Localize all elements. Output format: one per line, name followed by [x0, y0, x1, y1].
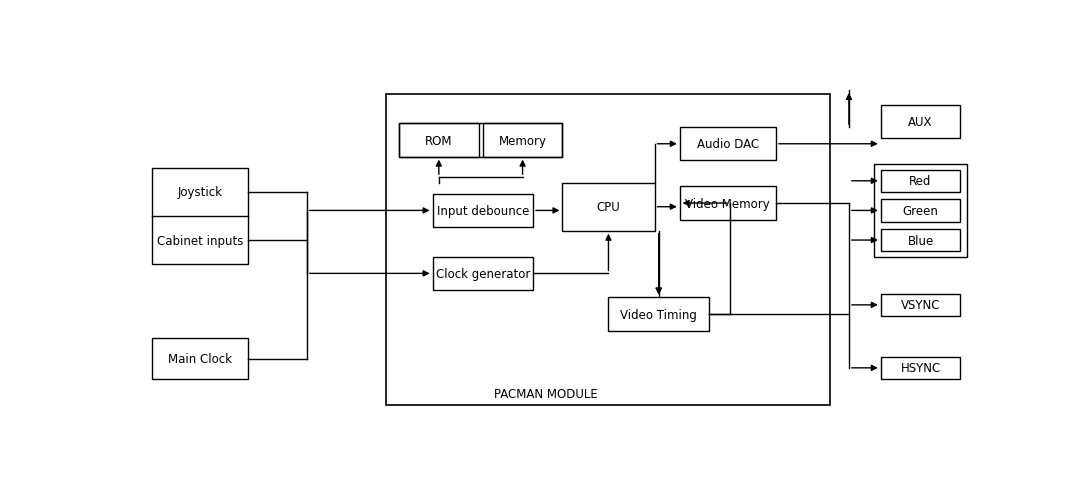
Text: Green: Green	[903, 204, 938, 217]
Bar	[399, 124, 479, 157]
Bar	[432, 257, 533, 290]
Text: Blue: Blue	[907, 234, 934, 247]
Bar	[483, 124, 562, 157]
Text: Main Clock: Main Clock	[168, 352, 232, 365]
Text: Video Memory: Video Memory	[685, 197, 771, 210]
Text: Joystick: Joystick	[177, 186, 223, 199]
Bar	[881, 170, 960, 192]
Text: ROM: ROM	[425, 134, 453, 147]
Bar	[881, 294, 960, 316]
Text: Audio DAC: Audio DAC	[697, 138, 759, 151]
Text: PACMAN MODULE: PACMAN MODULE	[494, 388, 598, 401]
Bar	[609, 298, 709, 331]
Bar	[881, 357, 960, 379]
Bar	[432, 194, 533, 228]
Bar	[680, 187, 776, 220]
Text: Input debounce: Input debounce	[437, 204, 529, 217]
Text: HSYNC: HSYNC	[900, 361, 940, 374]
Bar	[680, 128, 776, 161]
Text: CPU: CPU	[597, 201, 620, 214]
Bar	[881, 106, 960, 139]
Bar	[399, 124, 562, 157]
Text: Red: Red	[909, 175, 932, 188]
Text: VSYNC: VSYNC	[900, 299, 940, 312]
Bar	[881, 200, 960, 222]
Bar	[151, 168, 249, 264]
Text: AUX: AUX	[908, 116, 933, 129]
Text: Clock generator: Clock generator	[436, 267, 530, 280]
Bar	[881, 229, 960, 252]
Bar	[562, 183, 654, 231]
Text: Memory: Memory	[498, 134, 547, 147]
Bar	[151, 338, 249, 379]
Bar	[387, 95, 830, 405]
Bar	[875, 165, 967, 257]
Text: Cabinet inputs: Cabinet inputs	[157, 234, 243, 247]
Text: Video Timing: Video Timing	[620, 308, 697, 321]
